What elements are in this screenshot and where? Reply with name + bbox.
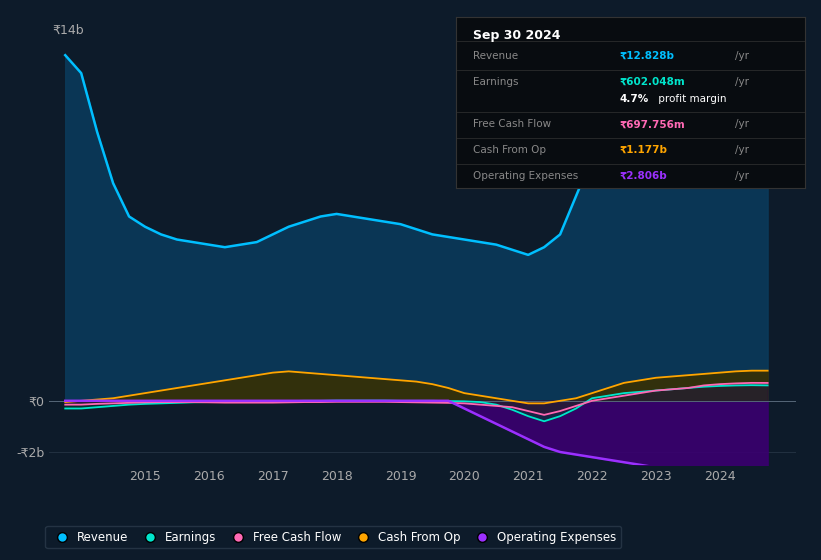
- Text: 4.7%: 4.7%: [620, 94, 649, 104]
- Text: Earnings: Earnings: [473, 77, 519, 87]
- Text: /yr: /yr: [735, 171, 749, 181]
- Text: ₹2.806b: ₹2.806b: [620, 171, 667, 181]
- Text: ₹12.828b: ₹12.828b: [620, 51, 675, 61]
- Text: Free Cash Flow: Free Cash Flow: [473, 119, 551, 129]
- Legend: Revenue, Earnings, Free Cash Flow, Cash From Op, Operating Expenses: Revenue, Earnings, Free Cash Flow, Cash …: [45, 526, 621, 548]
- Text: profit margin: profit margin: [654, 94, 726, 104]
- Text: Operating Expenses: Operating Expenses: [473, 171, 578, 181]
- Text: ₹14b: ₹14b: [53, 24, 84, 38]
- Text: Revenue: Revenue: [473, 51, 518, 61]
- Text: ₹697.756m: ₹697.756m: [620, 119, 686, 129]
- Text: Cash From Op: Cash From Op: [473, 145, 546, 155]
- Text: Sep 30 2024: Sep 30 2024: [473, 29, 561, 42]
- Text: ₹602.048m: ₹602.048m: [620, 77, 686, 87]
- Text: /yr: /yr: [735, 77, 749, 87]
- Text: ₹1.177b: ₹1.177b: [620, 145, 667, 155]
- Text: /yr: /yr: [735, 51, 749, 61]
- Text: /yr: /yr: [735, 119, 749, 129]
- Text: /yr: /yr: [735, 145, 749, 155]
